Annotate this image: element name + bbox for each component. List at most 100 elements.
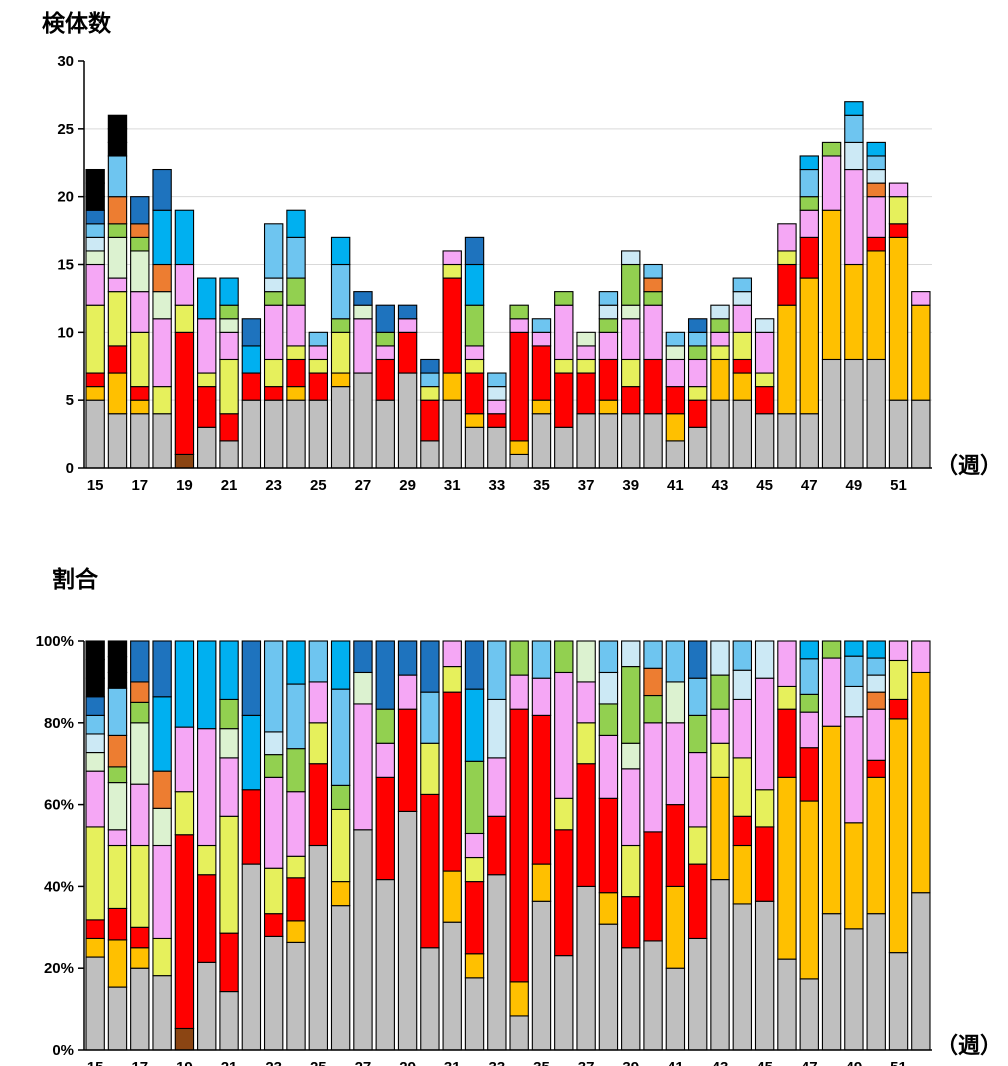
- counts-bar-segment: [554, 291, 574, 306]
- ratio-x-unit-label: （週）: [936, 1033, 1003, 1058]
- ratio-bar-segment: [799, 693, 819, 713]
- counts-bar-segment: [375, 304, 395, 333]
- ratio-bar-segment: [821, 657, 842, 727]
- ratio-bar-segment: [353, 640, 373, 674]
- counts-x-unit-label: （週）: [936, 453, 1003, 478]
- ratio-bar-segment: [330, 808, 351, 883]
- ratio-bar-segment: [286, 791, 306, 857]
- ratio-bar-segment: [754, 900, 775, 1051]
- ratio-bar-segment: [598, 640, 619, 674]
- ratio-bar-segment: [464, 760, 485, 835]
- ratio-bar-segment: [710, 776, 730, 881]
- ratio-bar-segment: [85, 751, 105, 772]
- ratio-bar-segment: [85, 696, 105, 716]
- ratio-x-tick-label: 23: [265, 1059, 282, 1066]
- ratio-bar-segment: [621, 947, 641, 1051]
- counts-y-tick-label: 5: [66, 392, 74, 409]
- counts-x-tick-label: 27: [355, 477, 372, 494]
- counts-bar-segment: [487, 372, 507, 388]
- ratio-bar-segment: [85, 770, 105, 828]
- ratio-bar-segment: [576, 763, 596, 887]
- ratio-bar-segment: [442, 870, 462, 923]
- ratio-bar-segment: [219, 757, 239, 817]
- ratio-bar-segment: [219, 640, 239, 700]
- ratio-bar-segment: [353, 703, 373, 831]
- ratio-bar-segment: [197, 640, 217, 730]
- ratio-bar-segment: [130, 926, 150, 949]
- ratio-bar-segment: [442, 691, 462, 872]
- counts-x-tick-label: 23: [265, 477, 282, 494]
- ratio-bar-segment: [866, 759, 886, 778]
- ratio-y-tick-label: 100%: [36, 633, 74, 650]
- counts-y-tick-label: 10: [57, 324, 74, 341]
- ratio-bar-segment: [754, 826, 775, 902]
- ratio-bar-segment: [844, 822, 864, 930]
- ratio-bar-segment: [821, 913, 842, 1051]
- ratio-bar-segment: [598, 892, 619, 925]
- ratio-bar-segment: [330, 784, 351, 810]
- ratio-bar-segment: [554, 829, 574, 957]
- ratio-bar-segment: [687, 863, 708, 940]
- counts-bar-segment: [330, 236, 351, 266]
- counts-bar-segment: [464, 236, 485, 266]
- ratio-bar-segment: [687, 677, 708, 716]
- ratio-bar-segment: [710, 640, 730, 676]
- ratio-bar-segment: [107, 766, 128, 784]
- ratio-bar-segment: [308, 722, 329, 765]
- ratio-bar-segment: [911, 892, 931, 1051]
- ratio-bar-segment: [130, 722, 150, 785]
- ratio-bar-segment: [687, 714, 708, 754]
- ratio-bar-segment: [263, 935, 284, 1051]
- ratio-x-tick-label: 25: [310, 1059, 327, 1066]
- counts-y-tick-label: 30: [57, 53, 74, 70]
- ratio-bar-segment: [330, 640, 351, 690]
- ratio-bar-segment: [263, 640, 284, 733]
- ratio-bar-segment: [464, 977, 485, 1051]
- ratio-bar-segment: [732, 669, 753, 700]
- ratio-bar-segment: [866, 913, 886, 1051]
- ratio-bar-segment: [330, 881, 351, 907]
- ratio-bar-segment: [821, 725, 842, 915]
- ratio-bar-segment: [621, 896, 641, 949]
- ratio-bar-segment: [531, 900, 552, 1051]
- ratio-bar-segment: [286, 748, 306, 793]
- ratio-bar-segment: [420, 640, 440, 693]
- ratio-bar-segment: [219, 698, 239, 730]
- counts-bar-segment: [598, 291, 619, 306]
- ratio-bar-segment: [911, 640, 931, 674]
- ratio-bar-segment: [665, 640, 686, 683]
- ratio-bar-segment: [107, 829, 128, 847]
- ratio-bar-segment: [397, 708, 418, 812]
- ratio-bar-segment: [130, 947, 150, 969]
- ratio-bar-segment: [554, 797, 574, 831]
- counts-x-tick-label: 43: [712, 477, 729, 494]
- ratio-bar-segment: [621, 640, 641, 668]
- ratio-bar-segment: [130, 640, 150, 683]
- ratio-bar-segment: [197, 874, 217, 963]
- ratio-bar-segment: [687, 826, 708, 865]
- ratio-bar-segment: [844, 685, 864, 718]
- counts-bar-segment: [219, 277, 239, 306]
- ratio-bar-segment: [710, 674, 730, 710]
- counts-x-tick-label: 37: [578, 477, 595, 494]
- ratio-bar-segment: [621, 666, 641, 744]
- ratio-bar-segment: [375, 742, 395, 778]
- counts-bar-segment: [509, 304, 529, 320]
- ratio-bar-segment: [263, 913, 284, 937]
- ratio-bar-segment: [754, 677, 775, 791]
- ratio-bar-segment: [107, 782, 128, 831]
- ratio-bar-segment: [286, 920, 306, 943]
- ratio-bar-segment: [531, 863, 552, 902]
- ratio-bar-segment: [509, 1015, 529, 1051]
- ratio-bar-segment: [85, 677, 105, 698]
- ratio-bar-segment: [420, 742, 440, 795]
- ratio-bar-segment: [643, 940, 663, 1051]
- ratio-bar-segment: [844, 928, 864, 1051]
- ratio-bar-segment: [844, 716, 864, 824]
- ratio-bar-segment: [665, 722, 686, 806]
- ratio-bar-segment: [375, 776, 395, 881]
- ratio-bar-segment: [687, 751, 708, 828]
- ratio-bar-segment: [464, 688, 485, 762]
- counts-x-tick-label: 35: [533, 477, 550, 494]
- ratio-bar-segment: [732, 757, 753, 817]
